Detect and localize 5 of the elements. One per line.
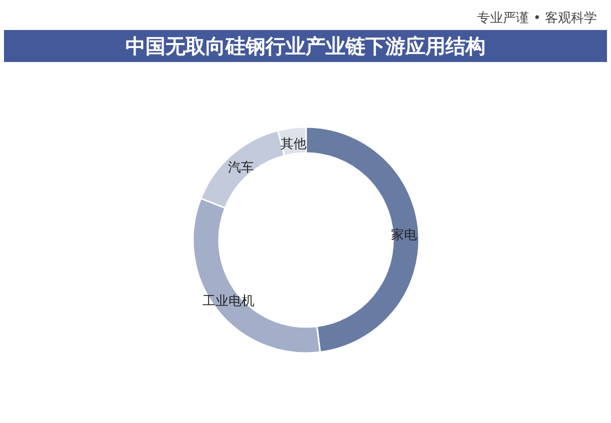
slice-label: 汽车 — [228, 160, 254, 176]
slice-label: 工业电机 — [202, 294, 255, 310]
text: 专业严谨 • 客观科学 — [477, 10, 597, 26]
chart-title: 中国无取向硅钢行业产业链下游应用结构 — [126, 34, 486, 58]
slice-label: 其他 — [280, 136, 307, 152]
